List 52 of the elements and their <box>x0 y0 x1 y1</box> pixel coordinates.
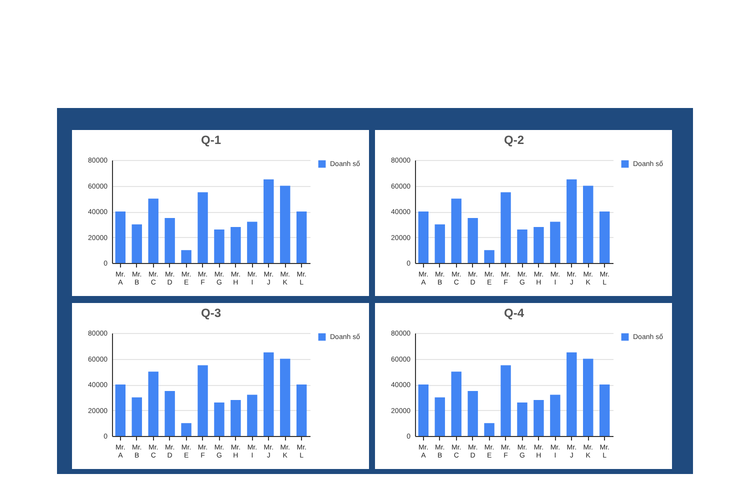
bar <box>198 192 208 263</box>
bar <box>296 384 307 436</box>
bar <box>148 372 158 436</box>
bar <box>500 365 511 436</box>
bar <box>517 230 528 263</box>
bar <box>583 358 594 436</box>
bar <box>230 226 241 263</box>
bar <box>418 212 429 263</box>
bar <box>132 224 142 263</box>
chart-title: Q-1 <box>200 133 222 147</box>
bar <box>550 394 560 436</box>
bar <box>247 394 258 436</box>
bar <box>280 186 290 263</box>
bar <box>181 423 192 436</box>
bar <box>115 384 126 436</box>
bar <box>566 352 577 436</box>
bar <box>264 352 274 436</box>
bar <box>280 358 290 436</box>
bar <box>517 402 528 436</box>
bar <box>148 198 158 263</box>
bar <box>566 179 577 263</box>
bar <box>164 218 175 263</box>
chart-title: Q-4 <box>504 306 524 320</box>
bar <box>451 198 462 263</box>
bar <box>115 212 126 263</box>
bar <box>434 397 445 436</box>
bar <box>296 212 307 263</box>
bar <box>599 384 610 436</box>
bar <box>418 384 429 436</box>
bar <box>214 230 224 263</box>
bar <box>198 365 208 436</box>
bar <box>164 390 175 436</box>
chart-title: Q-2 <box>504 133 524 147</box>
bar <box>599 212 610 263</box>
bar <box>500 192 511 263</box>
bar <box>583 186 594 263</box>
bar <box>264 179 274 263</box>
bar <box>132 397 142 436</box>
bar <box>534 400 544 436</box>
bar <box>468 218 478 263</box>
bar <box>468 390 478 436</box>
bar <box>230 400 241 436</box>
bar <box>247 222 258 263</box>
bar <box>451 372 462 436</box>
bar <box>484 250 494 263</box>
bar <box>181 250 192 263</box>
bar <box>434 224 445 263</box>
bar <box>484 423 494 436</box>
chart-title: Q-3 <box>200 306 222 320</box>
bar <box>550 222 560 263</box>
bar <box>534 226 544 263</box>
bar <box>214 402 224 436</box>
